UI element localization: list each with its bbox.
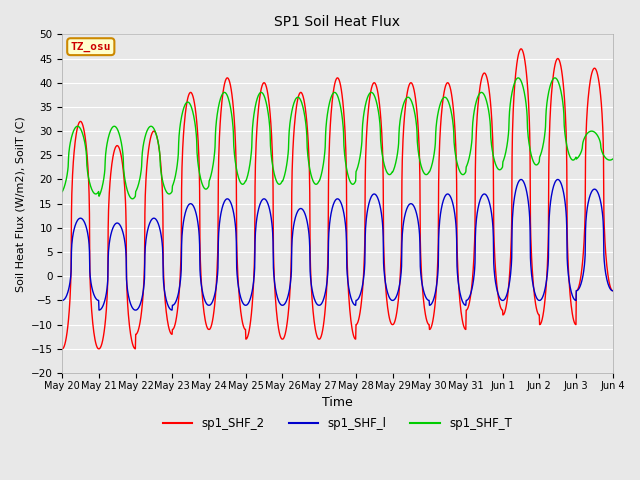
- sp1_SHF_T: [609, 156, 616, 162]
- sp1_SHF_l: [95, 307, 103, 313]
- X-axis label: Time: Time: [322, 396, 353, 409]
- sp1_SHF_T: [58, 189, 66, 194]
- sp1_SHF_T: [101, 167, 109, 172]
- sp1_SHF_l: [304, 221, 312, 227]
- sp1_SHF_l: [609, 288, 616, 294]
- sp1_SHF_2: [372, 81, 380, 87]
- sp1_SHF_T: [304, 150, 312, 156]
- sp1_SHF_l: [314, 302, 321, 308]
- sp1_SHF_l: [124, 288, 131, 294]
- sp1_SHF_T: [292, 96, 300, 101]
- sp1_SHF_l: [58, 298, 66, 303]
- Title: SP1 Soil Heat Flux: SP1 Soil Heat Flux: [275, 15, 401, 29]
- sp1_SHF_l: [101, 296, 109, 302]
- sp1_SHF_T: [372, 97, 380, 103]
- sp1_SHF_2: [517, 46, 525, 52]
- sp1_SHF_T: [314, 180, 321, 186]
- sp1_SHF_T: [551, 75, 559, 81]
- sp1_SHF_2: [124, 295, 131, 300]
- sp1_SHF_2: [313, 334, 321, 339]
- Text: TZ_osu: TZ_osu: [70, 42, 111, 52]
- sp1_SHF_l: [517, 177, 525, 182]
- sp1_SHF_2: [303, 124, 311, 130]
- Line: sp1_SHF_l: sp1_SHF_l: [62, 180, 612, 310]
- sp1_SHF_T: [129, 196, 136, 202]
- Legend: sp1_SHF_2, sp1_SHF_l, sp1_SHF_T: sp1_SHF_2, sp1_SHF_l, sp1_SHF_T: [158, 412, 516, 435]
- sp1_SHF_l: [372, 192, 380, 198]
- sp1_SHF_2: [609, 288, 616, 294]
- sp1_SHF_2: [58, 346, 66, 352]
- Line: sp1_SHF_2: sp1_SHF_2: [62, 49, 612, 349]
- sp1_SHF_2: [292, 109, 300, 115]
- sp1_SHF_2: [101, 323, 109, 329]
- sp1_SHF_T: [124, 187, 131, 193]
- Y-axis label: Soil Heat Flux (W/m2), SoilT (C): Soil Heat Flux (W/m2), SoilT (C): [15, 116, 25, 291]
- Line: sp1_SHF_T: sp1_SHF_T: [62, 78, 612, 199]
- sp1_SHF_l: [292, 212, 300, 218]
